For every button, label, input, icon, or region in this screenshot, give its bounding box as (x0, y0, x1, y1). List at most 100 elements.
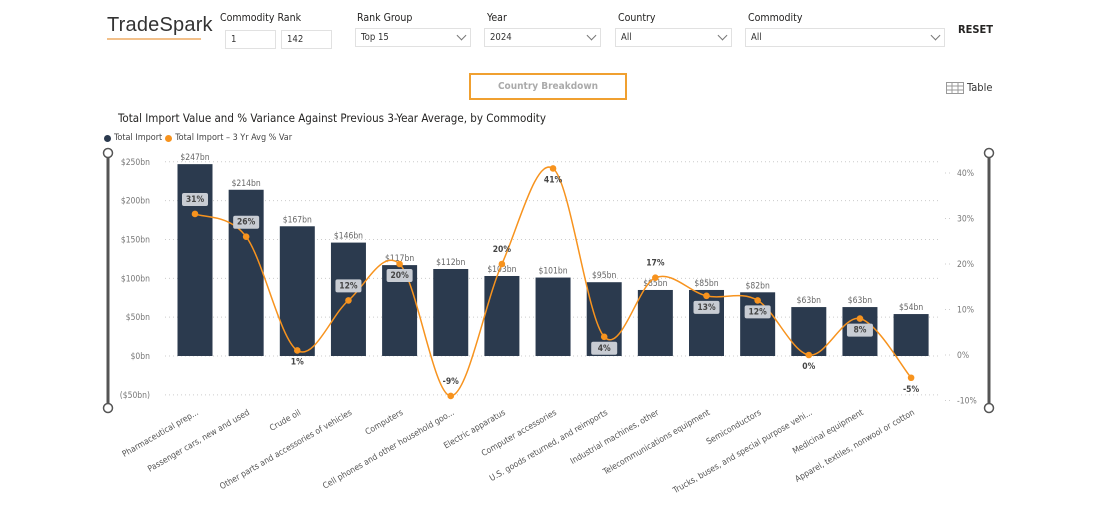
x-tick-label: Crude oil (268, 408, 303, 434)
rank-min-input[interactable]: 1 (225, 30, 276, 49)
line-point (549, 165, 557, 172)
variance-line (194, 166, 912, 397)
slider-handle (102, 147, 114, 159)
reset-button[interactable]: RESET (958, 23, 994, 36)
y-right-tick-label: 20% (957, 260, 974, 270)
country-breakdown-button[interactable]: Country Breakdown (469, 73, 627, 100)
bar (228, 189, 264, 356)
y-left-tick-label: ($50bn) (120, 391, 150, 401)
bar-data-label: $95bn (592, 271, 616, 281)
bar-data-label: $85bn (694, 279, 718, 289)
bar-data-label: $117bn (385, 254, 414, 264)
line-point (498, 260, 506, 268)
line-point (242, 233, 250, 240)
y-right-tick-label: 0% (957, 351, 969, 361)
commodity-label: Commodity (748, 12, 803, 24)
table-label: Table (967, 81, 993, 94)
x-tick-label: Computers (364, 408, 405, 438)
legend: Total Import Total Import – 3 Yr Avg % V… (104, 133, 292, 143)
line-data-label: 31% (186, 195, 205, 205)
bar (791, 307, 827, 356)
commodity-dropdown[interactable]: All (745, 28, 945, 47)
y-right-tick-label: 30% (957, 215, 974, 225)
line-point (652, 274, 659, 281)
table-icon (946, 81, 964, 94)
bar (177, 164, 213, 356)
line-point (600, 333, 608, 341)
line-data-label: -5% (903, 385, 919, 395)
y-right-tick-label: -10% (957, 397, 977, 407)
country-label: Country (618, 12, 656, 24)
y-left-tick-label: $150bn (121, 235, 150, 245)
year-label: Year (487, 12, 507, 24)
y-right-tick-label: 40% (957, 169, 974, 179)
commodity-rank-label: Commodity Rank (220, 12, 302, 24)
y-right-tick-label: 10% (957, 306, 974, 316)
line-data-label: 1% (291, 357, 304, 367)
year-value: 2024 (490, 32, 512, 43)
bar (637, 289, 673, 356)
line-data-label: 20% (493, 245, 512, 255)
logo-underline (107, 38, 201, 40)
bar (279, 226, 315, 356)
line-data-label: 26% (237, 218, 256, 228)
line-point (805, 351, 813, 359)
bar-data-label: $112bn (436, 258, 465, 268)
y-left-tick-label: $250bn (121, 158, 150, 168)
y-left-tick-label: $100bn (121, 274, 150, 284)
line-data-label: 20% (390, 271, 409, 281)
rank-group-value: Top 15 (361, 32, 389, 43)
data-label-bg (591, 341, 618, 355)
data-label-bg (693, 300, 720, 314)
bar-data-label: $54bn (899, 303, 923, 313)
data-label-bg (335, 279, 362, 293)
y-left-tick-label: $200bn (121, 197, 150, 207)
data-label-bg (744, 305, 771, 319)
legend-swatch-bar (104, 134, 111, 142)
bar (893, 314, 929, 356)
rank-group-label: Rank Group (357, 12, 413, 24)
line-data-label: 4% (598, 344, 611, 354)
bar-data-label: $85bn (643, 279, 667, 289)
legend-item: Total Import – 3 Yr Avg % Var (175, 133, 293, 143)
data-label-bg (386, 269, 413, 282)
bar (433, 268, 469, 356)
legend-item: Total Import (114, 133, 163, 143)
line-point (294, 347, 301, 354)
line-data-label: 0% (802, 362, 815, 372)
bar (484, 275, 520, 356)
bar-data-label: $63bn (848, 296, 872, 306)
bar-data-label: $214bn (232, 179, 261, 189)
bar-data-label: $167bn (283, 215, 312, 225)
line-point (447, 392, 455, 400)
commodity-value: All (751, 32, 762, 43)
rank-group-dropdown[interactable]: Top 15 (355, 28, 471, 47)
x-tick-label: Passenger cars, new and used (146, 408, 251, 475)
country-value: All (621, 32, 632, 43)
line-data-label: 8% (853, 326, 866, 336)
line-point (754, 297, 761, 304)
bar-data-label: $146bn (334, 232, 363, 242)
line-point (191, 210, 199, 218)
line-point (345, 297, 352, 304)
y-left-tick-label: $0bn (131, 352, 151, 362)
line-data-label: 41% (544, 175, 563, 185)
bar (535, 277, 571, 356)
chart-title: Total Import Value and % Variance Agains… (118, 111, 546, 125)
slider-handle (983, 147, 995, 159)
bar-data-label: $82bn (746, 281, 770, 291)
country-dropdown[interactable]: All (615, 28, 732, 47)
slider-handle (102, 402, 114, 414)
line-point (907, 374, 915, 382)
x-tick-label: Industrial machines, other (569, 408, 662, 467)
bar-data-label: $247bn (180, 153, 209, 163)
line-data-label: 13% (697, 303, 716, 313)
line-data-label: 12% (748, 307, 767, 317)
data-label-bg (233, 215, 260, 229)
year-dropdown[interactable]: 2024 (484, 28, 601, 47)
rank-max-input[interactable]: 142 (281, 30, 332, 49)
data-label-bg (182, 192, 208, 206)
line-point (856, 315, 864, 322)
table-button[interactable]: Table (946, 81, 992, 94)
